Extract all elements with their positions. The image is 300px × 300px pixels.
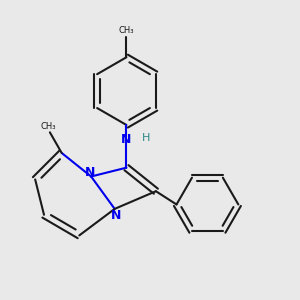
Text: CH₃: CH₃	[41, 122, 56, 131]
Text: N: N	[111, 209, 121, 222]
Text: N: N	[85, 166, 95, 178]
Text: CH₃: CH₃	[119, 26, 134, 35]
Text: H: H	[141, 133, 150, 143]
Text: N: N	[121, 133, 132, 146]
